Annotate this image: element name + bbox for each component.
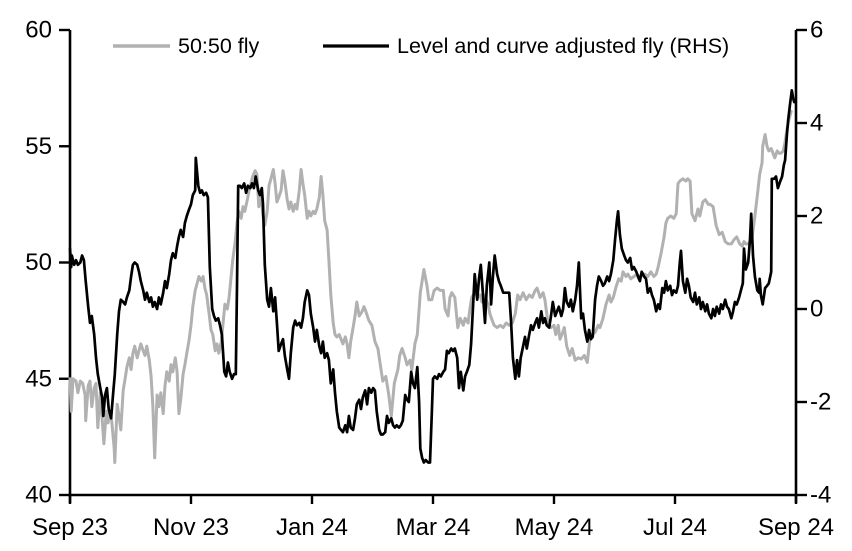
x-axis-label: Jan 24	[276, 514, 348, 541]
x-axis-label: Sep 23	[32, 514, 108, 541]
left-axis-label: 60	[25, 17, 52, 44]
left-axis-label: 40	[25, 482, 52, 509]
x-axis-label: Nov 23	[153, 514, 229, 541]
legend-label: Level and curve adjusted fly (RHS)	[397, 34, 729, 58]
right-axis-label: 0	[810, 296, 823, 323]
series-line-level-curve-adjusted-fly	[68, 89, 796, 464]
left-axis-label: 45	[25, 365, 52, 392]
left-axis-label: 50	[25, 249, 52, 276]
right-axis-label: -2	[810, 389, 831, 416]
x-axis-label: May 24	[515, 514, 594, 541]
x-axis-label: Sep 24	[758, 514, 834, 541]
right-axis-label: 6	[810, 17, 823, 44]
series-line-50-50-fly	[68, 109, 793, 464]
x-axis-label: Mar 24	[396, 514, 471, 541]
legend-label: 50:50 fly	[178, 34, 260, 58]
right-axis-label: 4	[810, 110, 823, 137]
right-axis-label: -4	[810, 482, 831, 509]
left-axis-label: 55	[25, 133, 52, 160]
x-axis-label: Jul 24	[643, 514, 707, 541]
right-axis-label: 2	[810, 203, 823, 230]
